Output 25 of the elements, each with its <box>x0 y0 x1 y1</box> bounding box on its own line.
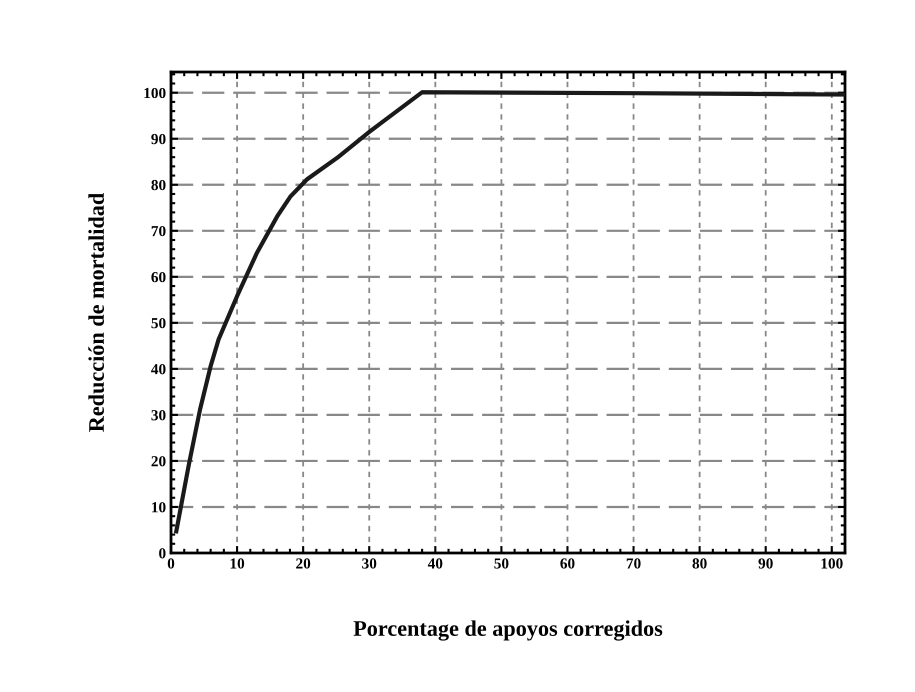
y-tick-label: 70 <box>152 226 166 236</box>
x-tick-label: 10 <box>230 558 244 569</box>
y-tick-label: 0 <box>159 548 166 558</box>
y-tick-label: 100 <box>144 88 166 98</box>
y-tick-label: 80 <box>151 180 166 190</box>
x-tick-label: 30 <box>362 558 376 569</box>
y-tick-label: 40 <box>151 364 166 374</box>
x-tick-label: 40 <box>428 558 442 569</box>
y-tick-label: 10 <box>152 502 166 512</box>
x-tick-label: 90 <box>758 558 773 569</box>
y-tick-label: 60 <box>151 272 166 282</box>
y-tick-label: 90 <box>151 134 166 144</box>
x-tick-label: 20 <box>296 558 310 569</box>
x-axis-title: Porcentage de apoyos corregidos <box>354 620 662 641</box>
x-tick-label: 0 <box>168 558 174 569</box>
line-series <box>174 90 845 534</box>
x-tick-label: 100 <box>822 558 843 569</box>
y-tick-label: 20 <box>152 456 166 466</box>
x-tick-label: 80 <box>692 558 707 569</box>
y-tick-label: 50 <box>151 318 166 328</box>
x-tick-label: 70 <box>626 558 641 569</box>
x-tick-label: 60 <box>560 558 575 569</box>
y-axis-title: Reducción de mortalidad <box>88 192 104 432</box>
y-tick-label: 30 <box>151 410 166 420</box>
x-tick-label: 50 <box>494 558 508 569</box>
